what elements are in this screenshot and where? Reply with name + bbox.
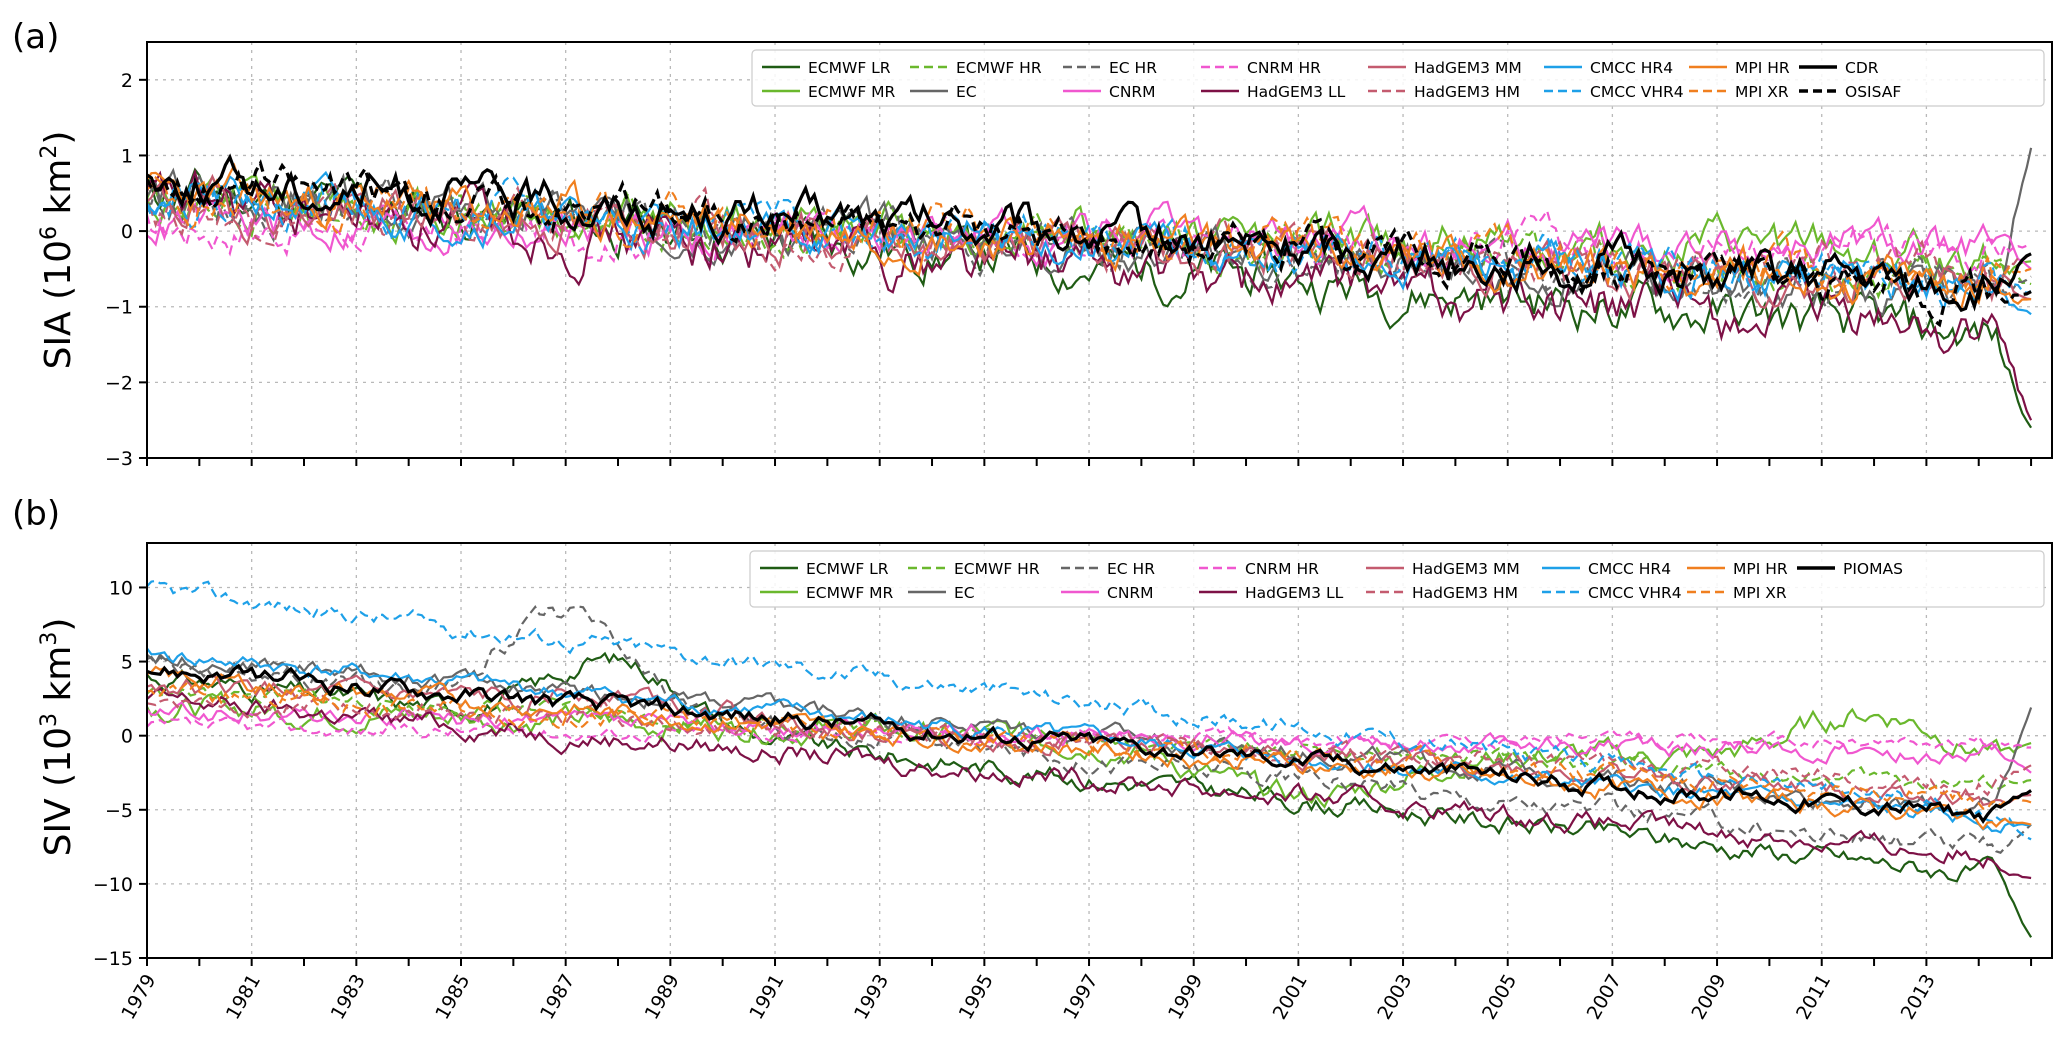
legend-label: HadGEM3 LL bbox=[1245, 584, 1344, 602]
series-line-mpi-xr bbox=[147, 682, 2032, 810]
series-line-hadgem3-hm bbox=[147, 693, 2032, 797]
x-tick-label: 1997 bbox=[1059, 971, 1102, 1024]
y-tick-label: −15 bbox=[93, 948, 133, 970]
legend-label: EC bbox=[954, 584, 975, 602]
plot-frame bbox=[146, 41, 2053, 459]
plot-frame bbox=[146, 542, 2053, 959]
legend-label: CDR bbox=[1845, 59, 1879, 77]
y-tick-label: 10 bbox=[109, 577, 133, 599]
legend-label: CNRM bbox=[1107, 584, 1154, 602]
series-line-ecmwf-lr bbox=[147, 651, 2033, 938]
series-line-ecmwf-mr bbox=[147, 690, 2032, 809]
x-tick-label: 1991 bbox=[745, 971, 788, 1024]
series-line-cmcc-vhr4 bbox=[147, 579, 2032, 841]
series-line-osisaf bbox=[147, 159, 2032, 328]
series-line-cmcc-hr4 bbox=[147, 647, 2032, 834]
x-tick-label: 1981 bbox=[222, 971, 265, 1024]
x-tick-label: 2003 bbox=[1373, 971, 1416, 1024]
x-tick-label: 1993 bbox=[850, 971, 893, 1024]
y-tick-label: −2 bbox=[105, 372, 133, 394]
legend-label: MPI XR bbox=[1735, 83, 1789, 101]
legend-label: HadGEM3 MM bbox=[1414, 59, 1522, 77]
x-tick-label: 2013 bbox=[1897, 971, 1940, 1024]
panel-b-plot: −15 −10 −5 0 5 10 ECMWF LR ECMWF MR ECMWF HR EC EC… bbox=[93, 542, 2053, 970]
x-tick-label: 1999 bbox=[1164, 971, 1207, 1024]
series-line-hadgem3-mm bbox=[147, 673, 2032, 807]
legend-label: ECMWF HR bbox=[956, 59, 1042, 77]
panel-a-label: (a) bbox=[12, 17, 59, 57]
series-line-hadgem3-ll bbox=[147, 687, 2032, 880]
panel-a-ylabel: SIA (106 km2) bbox=[37, 131, 79, 370]
legend-label: EC bbox=[956, 83, 977, 101]
y-tick-label: 5 bbox=[121, 652, 133, 674]
legend-label: CNRM HR bbox=[1245, 560, 1319, 578]
x-tick-label: 1985 bbox=[431, 971, 474, 1024]
legend-label: ECMWF MR bbox=[806, 584, 894, 602]
y-tick-label: 1 bbox=[121, 145, 133, 167]
legend-label: PIOMAS bbox=[1843, 560, 1903, 578]
legend-label: CMCC VHR4 bbox=[1590, 83, 1684, 101]
legend-label: MPI HR bbox=[1735, 59, 1790, 77]
series-line-cnrm-hr bbox=[147, 201, 2032, 285]
series-line-cnrm bbox=[147, 700, 2032, 774]
y-tick-label: 2 bbox=[121, 70, 133, 92]
legend-label: HadGEM3 LL bbox=[1247, 83, 1346, 101]
legend-label: HadGEM3 HM bbox=[1412, 584, 1518, 602]
legend-label: EC HR bbox=[1107, 560, 1155, 578]
legend-label: ECMWF HR bbox=[954, 560, 1040, 578]
x-tick-label: 1987 bbox=[536, 971, 579, 1024]
panel-b-ylabel: SIV (103 km3) bbox=[37, 618, 79, 857]
series-line-cnrm-hr bbox=[147, 716, 2032, 753]
y-tick-label: −1 bbox=[105, 297, 133, 319]
y-tick-label: −3 bbox=[105, 448, 133, 470]
series-line-mpi-hr bbox=[147, 665, 2032, 831]
legend-label: MPI XR bbox=[1733, 584, 1787, 602]
x-tick-label: 1989 bbox=[641, 971, 684, 1024]
legend-label: EC HR bbox=[1109, 59, 1157, 77]
legend-label: MPI HR bbox=[1733, 560, 1788, 578]
panel-b-label: (b) bbox=[12, 494, 60, 534]
x-tick-label: 2011 bbox=[1792, 971, 1835, 1024]
legend-label: CMCC HR4 bbox=[1588, 560, 1671, 578]
legend-label: HadGEM3 HM bbox=[1414, 83, 1520, 101]
legend-label: CNRM bbox=[1109, 83, 1156, 101]
legend-label: OSISAF bbox=[1845, 83, 1901, 101]
x-tick-label: 1979 bbox=[117, 971, 160, 1024]
legend-label: HadGEM3 MM bbox=[1412, 560, 1520, 578]
x-axis-ticks: 1979 1981 1983 1985 1987 1989 1991 1993 1995 1997… bbox=[117, 970, 1940, 1023]
y-tick-label: −10 bbox=[93, 874, 133, 896]
legend-label: ECMWF LR bbox=[806, 560, 889, 578]
y-tick-label: 0 bbox=[121, 221, 133, 243]
legend-label: ECMWF LR bbox=[808, 59, 891, 77]
series-line-piomas bbox=[147, 663, 2032, 824]
legend-label: ECMWF MR bbox=[808, 83, 896, 101]
panel-a-plot: −3 −2 −1 0 1 2 ECMWF LR ECMWF MR ECMWF HR EC EC HR… bbox=[105, 41, 2053, 470]
x-tick-label: 1995 bbox=[955, 970, 998, 1023]
x-tick-label: 2001 bbox=[1269, 971, 1312, 1024]
legend-label: CMCC HR4 bbox=[1590, 59, 1673, 77]
y-tick-label: 0 bbox=[121, 726, 133, 748]
x-tick-label: 1983 bbox=[327, 971, 370, 1024]
y-tick-label: −5 bbox=[105, 800, 133, 822]
x-tick-label: 2005 bbox=[1478, 971, 1521, 1024]
legend-label: CMCC VHR4 bbox=[1588, 584, 1682, 602]
x-tick-label: 2009 bbox=[1687, 971, 1730, 1024]
legend-label: CNRM HR bbox=[1247, 59, 1321, 77]
x-tick-label: 2007 bbox=[1583, 971, 1626, 1024]
